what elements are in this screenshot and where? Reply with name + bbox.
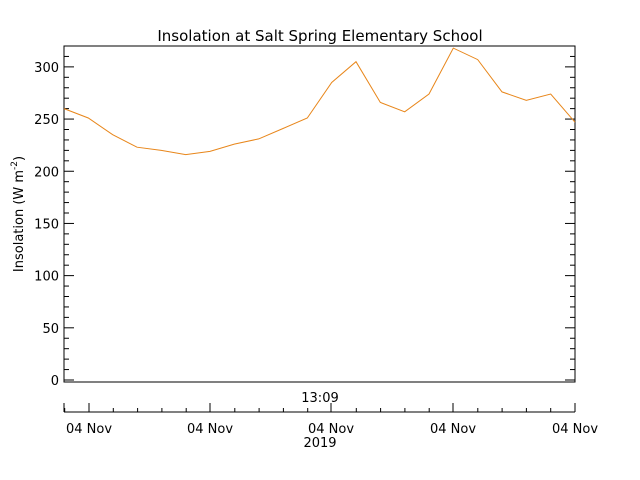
y-axis-label: Insolation (W m-2) bbox=[10, 156, 27, 272]
x-tick-label: 04 Nov bbox=[187, 422, 233, 437]
y-tick-label: 100 bbox=[34, 270, 59, 285]
time-marker-label: 13:09 bbox=[301, 391, 338, 406]
plot-frame bbox=[63, 45, 576, 383]
y-axis-label-close: ) bbox=[12, 156, 27, 161]
y-tick-label: 300 bbox=[34, 61, 59, 76]
y-tick-label: 200 bbox=[34, 165, 59, 180]
y-tick-label: 50 bbox=[42, 322, 59, 337]
y-tick-label: 0 bbox=[51, 374, 59, 389]
x-axis-year-label: 2019 bbox=[303, 436, 336, 451]
y-axis-label-main: Insolation (W m bbox=[12, 170, 27, 272]
y-axis-label-exponent: -2 bbox=[10, 161, 20, 170]
x-tick-label: 04 Nov bbox=[66, 422, 112, 437]
insolation-series-line bbox=[63, 47, 576, 156]
x-axis: 04 Nov 04 Nov 04 Nov 04 Nov 04 Nov bbox=[63, 403, 598, 437]
y-tick-label: 250 bbox=[34, 113, 59, 128]
x-tick-label: 04 Nov bbox=[430, 422, 476, 437]
x-tick-label: 04 Nov bbox=[552, 422, 598, 437]
y-tick-label: 150 bbox=[34, 217, 59, 232]
svg-text:Insolation (W m-2): Insolation (W m-2) bbox=[10, 156, 27, 272]
x-tick-label: 04 Nov bbox=[308, 422, 354, 437]
y-axis: 0 50 100 150 200 250 300 bbox=[34, 45, 575, 389]
chart-title: Insolation at Salt Spring Elementary Sch… bbox=[157, 27, 482, 45]
